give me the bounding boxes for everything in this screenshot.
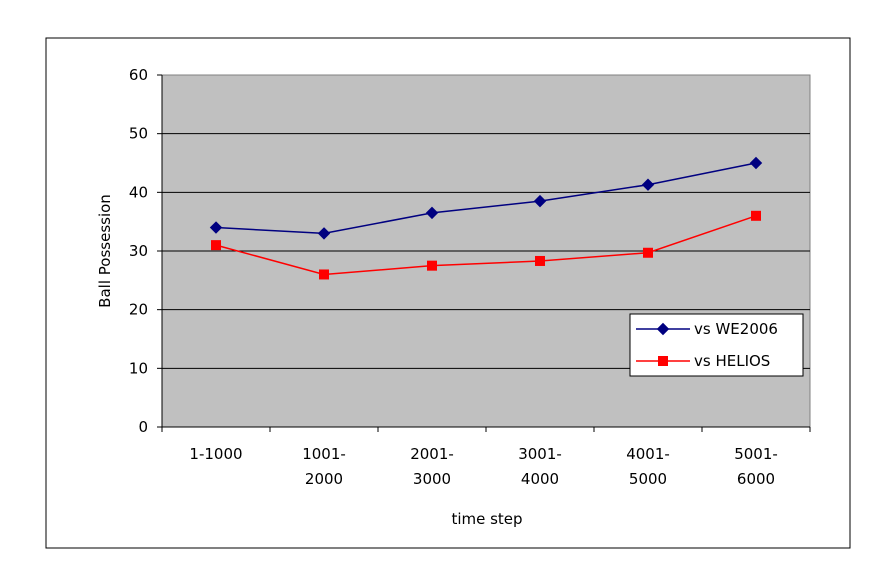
data-point-square <box>751 210 761 221</box>
data-point-diamond <box>209 221 223 234</box>
x-axis-ticks: 1-1000 1001- 2000 2001- 3000 3001- 4000 4001- 50… <box>161 427 811 488</box>
x-tick-label: 3001- <box>518 445 562 463</box>
x-tick-label: 1-1000 <box>189 445 242 463</box>
legend-entry: vs WE2006 <box>636 320 778 338</box>
y-tick-label: 0 <box>138 418 148 436</box>
data-point-diamond <box>656 322 670 336</box>
x-tick-label: 2000 <box>305 470 343 488</box>
series-line <box>215 162 757 235</box>
data-point-diamond <box>749 156 763 170</box>
legend: vs WE2006 vs HELIOS <box>629 313 804 377</box>
x-tick-label: 2001- <box>410 445 454 463</box>
x-tick-label: 3000 <box>413 470 451 488</box>
y-tick-label: 30 <box>129 242 148 260</box>
x-tick-label: 4000 <box>521 470 559 488</box>
x-tick-label: 5000 <box>629 470 667 488</box>
data-point-diamond <box>641 178 655 191</box>
data-point-diamond <box>425 206 439 220</box>
y-tick-label: 60 <box>129 66 148 84</box>
y-tick-label: 40 <box>129 183 148 201</box>
data-point-diamond <box>317 227 331 240</box>
data-point-square <box>211 240 221 251</box>
x-tick-label: 6000 <box>737 470 775 488</box>
data-point-square <box>658 356 668 366</box>
x-tick-label: 4001- <box>626 445 670 463</box>
legend-label: vs HELIOS <box>694 352 770 370</box>
gridlines <box>162 133 810 369</box>
y-tick-label: 20 <box>129 301 148 319</box>
data-point-square <box>319 269 329 280</box>
series-layer <box>209 156 763 280</box>
data-point-square <box>427 260 437 271</box>
data-point-square <box>535 255 545 266</box>
y-tick-label: 10 <box>129 359 148 377</box>
x-tick-label: 1001- <box>302 445 346 463</box>
legend-entry: vs HELIOS <box>636 352 770 370</box>
y-tick-label: 50 <box>129 125 148 143</box>
y-axis-ticks: 0 10 20 30 40 50 60 <box>129 66 162 436</box>
data-point-square <box>643 247 653 258</box>
series-2 <box>211 210 761 280</box>
series-line <box>215 215 757 276</box>
x-tick-label: 5001- <box>734 445 778 463</box>
data-point-diamond <box>533 194 547 208</box>
x-axis-label: time step <box>451 510 522 528</box>
y-axis-label: Ball Possession <box>96 194 114 308</box>
legend-label: vs WE2006 <box>694 320 778 338</box>
series-1 <box>209 156 763 240</box>
